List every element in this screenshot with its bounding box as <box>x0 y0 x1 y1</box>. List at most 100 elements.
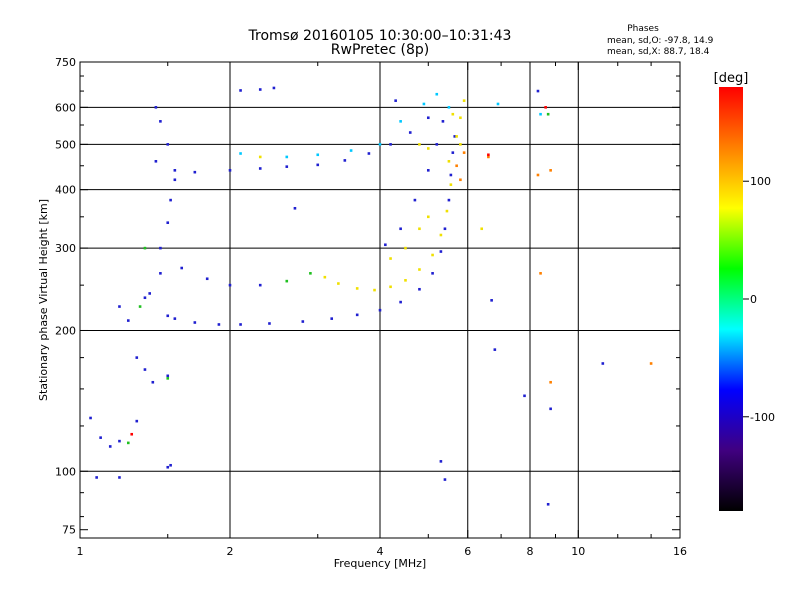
data-point <box>546 112 550 116</box>
data-point <box>118 476 121 479</box>
data-point <box>426 147 430 150</box>
data-point <box>389 257 392 260</box>
chart-title: Tromsø 20160105 10:30:00–10:31:43 <box>248 28 512 44</box>
data-point <box>447 106 451 109</box>
data-point <box>239 89 242 92</box>
data-point <box>536 89 540 93</box>
plot-frame <box>79 61 681 539</box>
data-point <box>496 102 500 106</box>
data-point <box>422 102 426 106</box>
y-tick-label: 500 <box>55 138 76 151</box>
data-point <box>404 279 407 282</box>
data-point <box>439 460 443 463</box>
data-point <box>99 436 102 439</box>
data-point <box>435 92 439 96</box>
data-point <box>166 221 170 224</box>
data-point <box>151 380 155 384</box>
data-point <box>404 246 407 250</box>
data-point <box>159 246 162 250</box>
data-point <box>426 215 430 219</box>
data-point <box>378 308 382 312</box>
data-point <box>337 282 340 285</box>
data-point <box>378 143 382 146</box>
data-point <box>193 170 197 174</box>
data-point <box>431 272 434 275</box>
data-point <box>316 153 320 157</box>
data-point <box>493 348 497 351</box>
data-point <box>309 272 312 275</box>
data-point <box>330 317 334 320</box>
data-point <box>143 296 147 300</box>
data-point <box>418 287 421 291</box>
stats-heading: Phases <box>627 24 659 34</box>
data-point <box>447 198 451 202</box>
data-point <box>418 268 421 271</box>
data-point <box>389 285 392 289</box>
data-point <box>285 279 289 283</box>
x-tick-label: 10 <box>571 545 585 558</box>
data-point <box>159 120 162 123</box>
data-point <box>180 266 184 270</box>
data-point <box>539 272 542 275</box>
data-point <box>462 151 466 154</box>
data-point <box>449 183 453 186</box>
data-point <box>441 120 445 123</box>
data-point <box>418 143 421 146</box>
x-tick-label: 1 <box>77 545 84 558</box>
y-tick-label: 750 <box>55 56 76 69</box>
data-point <box>148 292 152 295</box>
data-point <box>239 323 242 326</box>
data-point <box>166 377 170 380</box>
data-point <box>487 153 490 157</box>
data-point <box>459 178 462 182</box>
data-point <box>439 233 443 237</box>
data-point <box>108 445 112 448</box>
data-point <box>367 152 371 155</box>
data-point <box>426 169 430 172</box>
colorbar-label: [deg] <box>714 71 749 86</box>
x-tick-label: 16 <box>673 545 687 558</box>
data-point <box>154 159 158 163</box>
data-point <box>154 106 158 109</box>
stats-line-x: mean, sd,X: 88.7, 18.4 <box>607 47 710 57</box>
data-point <box>455 164 458 168</box>
data-point <box>301 320 305 323</box>
data-point <box>138 305 142 308</box>
data-point <box>649 362 653 365</box>
data-point <box>343 159 347 162</box>
data-point <box>539 112 542 116</box>
data-point <box>166 465 170 469</box>
data-point <box>293 206 297 210</box>
data-point <box>443 478 447 481</box>
data-point <box>451 112 455 116</box>
data-point <box>355 287 359 290</box>
data-point <box>228 169 232 172</box>
data-point <box>349 149 353 152</box>
data-point <box>316 163 320 167</box>
data-point <box>126 319 130 322</box>
data-point <box>258 167 262 170</box>
x-tick-label: 6 <box>464 545 471 558</box>
data-point <box>373 288 376 292</box>
grid <box>80 62 680 538</box>
x-axis-label: Frequency [MHz] <box>334 557 426 570</box>
colorbar-tick-label: 100 <box>750 175 771 188</box>
data-point <box>258 88 262 91</box>
data-point <box>126 441 130 445</box>
colorbar: [deg] 100 0 -100 <box>714 71 775 511</box>
data-point <box>143 368 147 371</box>
data-point <box>118 439 121 443</box>
colorbar-scale <box>719 87 743 511</box>
data-point <box>413 198 417 202</box>
data-point <box>480 227 484 231</box>
data-point <box>439 250 443 253</box>
data-point <box>549 380 552 384</box>
data-point <box>258 155 262 159</box>
data-point <box>431 253 434 257</box>
data-point <box>490 299 493 302</box>
data-point <box>426 116 430 120</box>
x-tick-label: 4 <box>377 545 384 558</box>
x-tick-label: 2 <box>227 545 234 558</box>
data-point <box>399 120 402 123</box>
data-point <box>449 173 453 177</box>
